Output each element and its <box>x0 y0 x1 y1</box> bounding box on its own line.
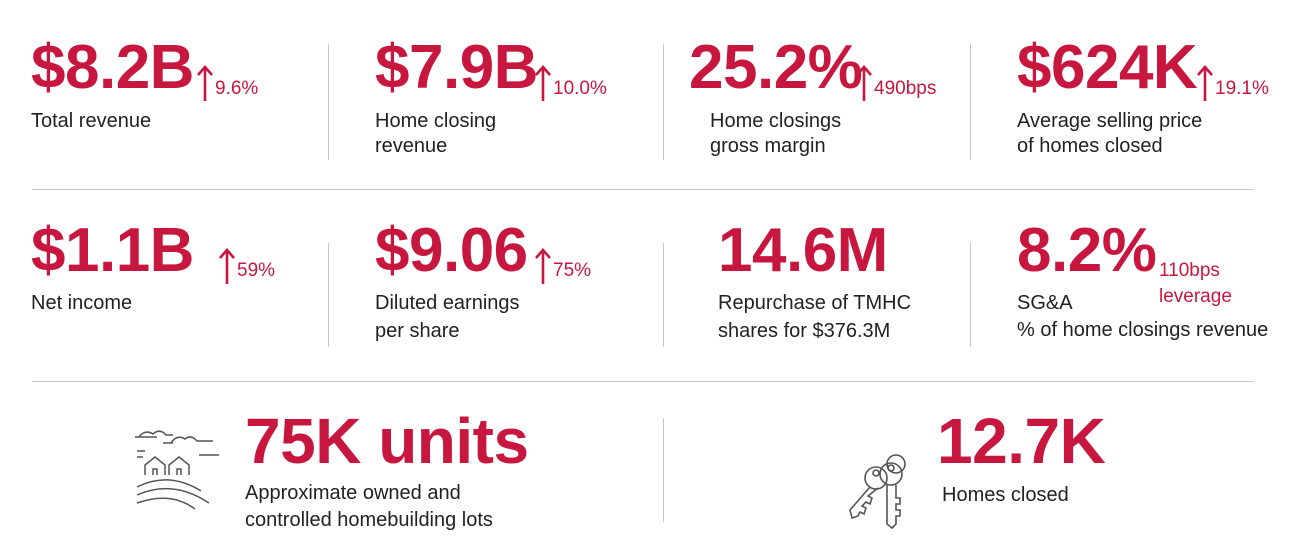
arrow-up-icon <box>856 65 872 102</box>
metric-label: Repurchase of TMHC <box>718 292 912 314</box>
metric-value: $9.06 <box>375 216 528 285</box>
arrow-up-icon <box>1197 65 1213 102</box>
metric-label: Total revenue <box>31 110 152 132</box>
metric-value: 75K units <box>245 405 529 477</box>
col-divider <box>970 44 971 160</box>
col-divider <box>663 44 664 160</box>
arrow-up-icon <box>535 248 551 285</box>
metric-label: Home closing <box>375 110 497 132</box>
metric-value: 14.6M <box>718 216 888 285</box>
metric-value: 12.7K <box>937 405 1106 477</box>
house-keys-icon <box>846 440 918 535</box>
metric-label: Net income <box>31 292 133 314</box>
col-divider <box>663 418 664 522</box>
metric-value: $1.1B <box>31 216 194 285</box>
metric-change: leverage <box>1159 286 1232 307</box>
metric-change: 75% <box>553 260 592 281</box>
metric-label: Home closings <box>710 110 842 132</box>
metric-label: gross margin <box>710 135 826 157</box>
metric-label: controlled homebuilding lots <box>245 509 493 531</box>
metric-label: revenue <box>375 135 448 157</box>
metric-change: 490bps <box>874 78 937 99</box>
metric-label: Average selling price <box>1017 110 1203 132</box>
metric-value: $8.2B <box>31 33 194 102</box>
metric-value: 8.2% <box>1017 216 1157 285</box>
col-divider <box>328 44 329 160</box>
metric-value: $7.9B <box>375 33 538 102</box>
row-divider-1 <box>32 189 1254 190</box>
metric-label: SG&A <box>1017 292 1073 314</box>
row-divider-2 <box>32 381 1254 382</box>
metric-label: % of home closings revenue <box>1017 319 1269 341</box>
metric-label: per share <box>375 320 460 342</box>
arrow-up-icon <box>219 248 235 285</box>
metric-change: 59% <box>237 260 276 281</box>
col-divider <box>663 243 664 347</box>
arrow-up-icon <box>535 65 551 102</box>
metric-label: of homes closed <box>1017 135 1163 157</box>
metric-label: Homes closed <box>942 484 1069 506</box>
metric-change: 19.1% <box>1215 78 1269 99</box>
metric-label: Approximate owned and <box>245 482 461 504</box>
metric-change: 9.6% <box>215 78 259 99</box>
metric-value: 25.2% <box>689 33 863 102</box>
metric-label: shares for $376.3M <box>718 320 891 342</box>
metric-label: Diluted earnings <box>375 292 520 314</box>
col-divider <box>328 243 329 347</box>
arrow-up-icon <box>197 65 213 102</box>
metric-change: 10.0% <box>553 78 607 99</box>
col-divider <box>970 243 971 347</box>
homebuilding-lots-icon <box>133 425 219 516</box>
metric-change: 110bps <box>1159 260 1220 281</box>
metric-value: $624K <box>1017 33 1198 102</box>
